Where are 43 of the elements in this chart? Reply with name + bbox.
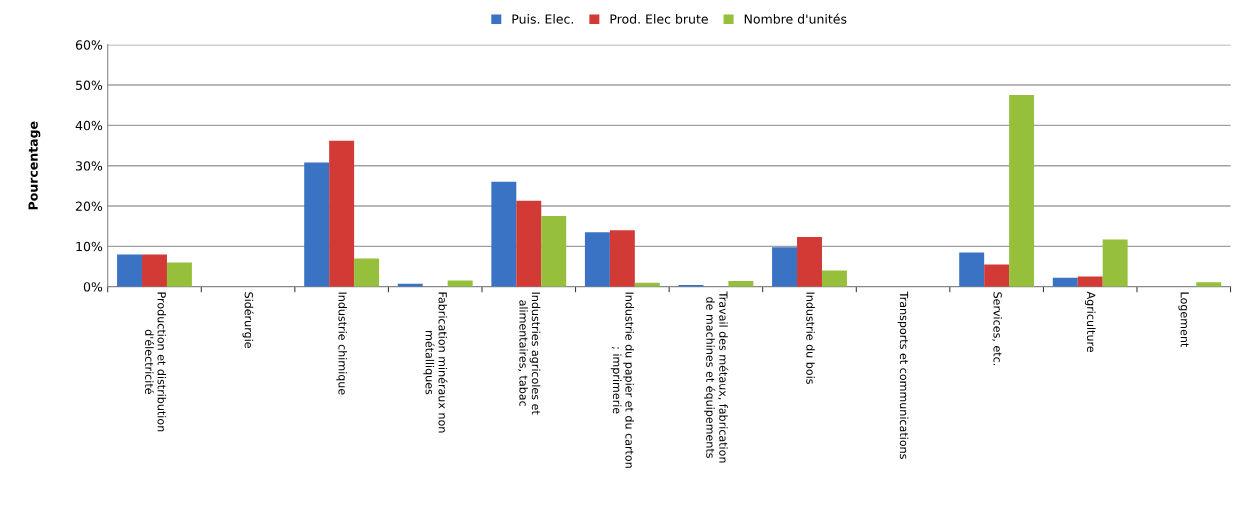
- x-tick-label: Fabrication minéraux non métalliques: [423, 292, 448, 433]
- x-tick-label: Industrie du bois: [806, 292, 815, 384]
- x-tick-label: Industrie du papier et du carton ; imprimerie: [610, 292, 634, 468]
- y-axis-title: Pourcentage: [28, 121, 41, 210]
- x-tick-label: Logement: [1178, 292, 1189, 348]
- bar: [984, 264, 1010, 287]
- bar: [1196, 282, 1222, 287]
- bar: [1052, 277, 1078, 287]
- bar: [1009, 95, 1035, 287]
- x-tick-label: Agriculture: [1084, 291, 1096, 353]
- bar: [117, 254, 143, 287]
- bar: [304, 162, 330, 287]
- bar: [491, 181, 517, 287]
- y-tick-label: 60%: [75, 40, 103, 50]
- bar: [797, 237, 822, 287]
- y-tick-label: 0%: [83, 282, 103, 292]
- legend-label: Prod. Elec brute: [610, 14, 708, 24]
- x-tick-label: Transports et communications: [897, 291, 909, 459]
- bar: [142, 254, 167, 287]
- x-tick-label: Services, etc.: [992, 292, 1003, 366]
- bar: [821, 270, 847, 287]
- y-tick-label: 20%: [75, 201, 103, 211]
- bar: [1102, 239, 1128, 287]
- y-tick-label: 10%: [76, 241, 103, 252]
- bar: [959, 252, 985, 287]
- bar: [166, 262, 192, 287]
- bar: [541, 216, 567, 287]
- bar: [354, 258, 380, 287]
- x-tick-label: Production et distribution d'électricité: [145, 292, 167, 432]
- legend-label: Nombre d'unités: [744, 13, 847, 24]
- y-tick-label: 50%: [76, 80, 103, 90]
- x-tick-label: Travail des métaux, fabrication de machines et équipements: [704, 291, 729, 463]
- y-tick-label: 40%: [75, 120, 103, 131]
- y-tick-label: 30%: [76, 161, 103, 171]
- x-tick-label: Industries agricoles et alimentaires, tabac: [518, 292, 541, 415]
- bar: [609, 230, 635, 287]
- bar: [516, 200, 542, 287]
- x-tick-label: Industrie chimique: [336, 292, 348, 395]
- legend-label: Puis. Elec.: [512, 14, 574, 24]
- bar: [772, 247, 798, 287]
- bar: [584, 232, 610, 287]
- x-tick-label: Sidérurgie: [242, 292, 254, 348]
- bar: [329, 140, 355, 287]
